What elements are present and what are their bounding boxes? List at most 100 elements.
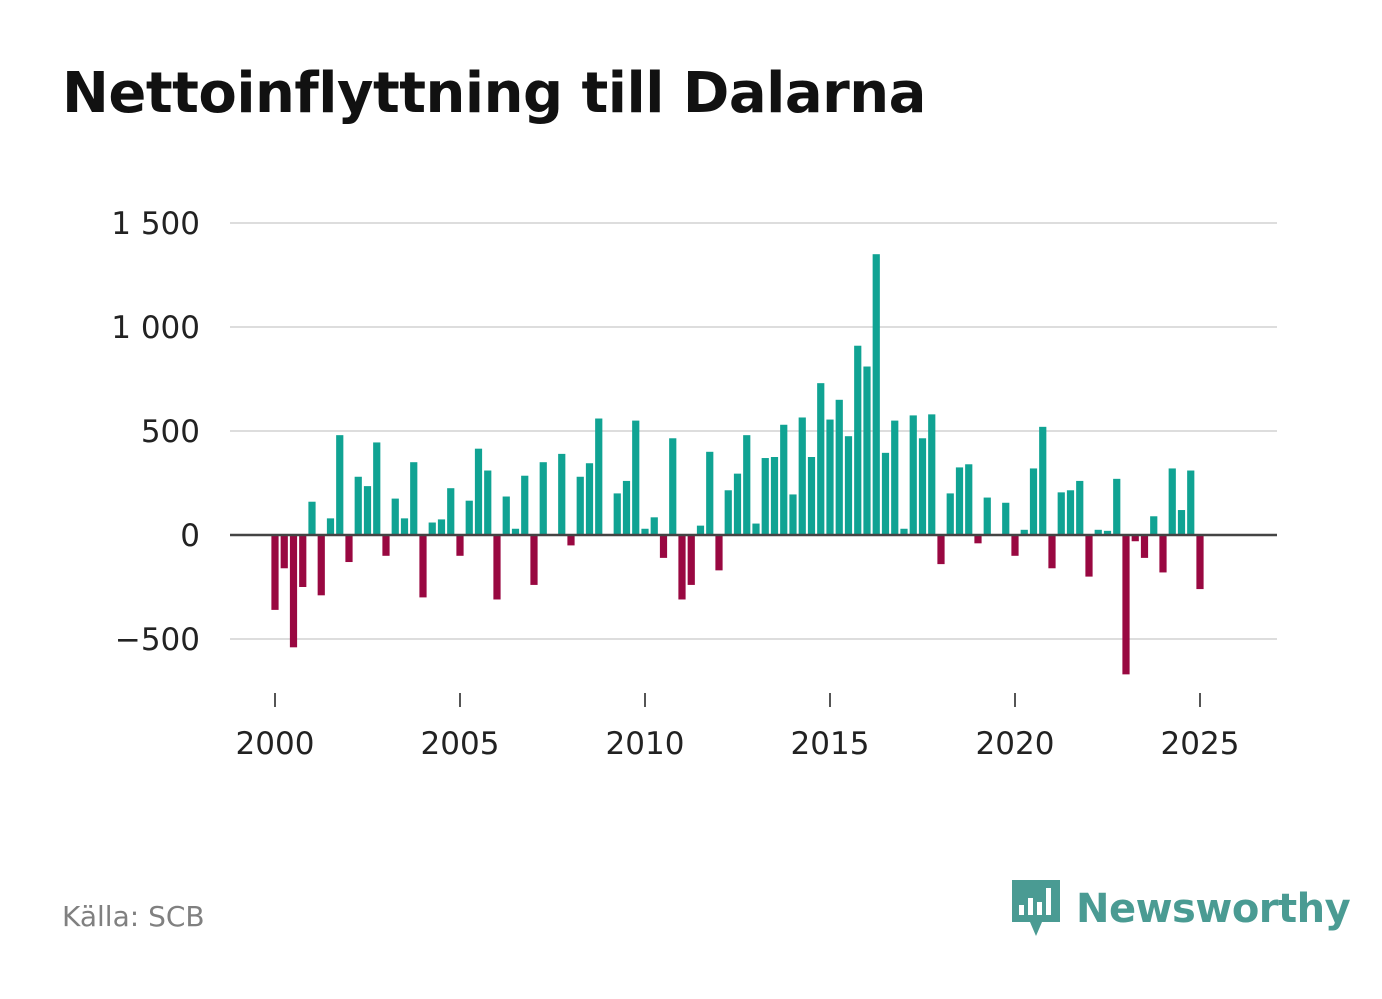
x-tick-label: 2005 bbox=[421, 726, 500, 762]
bar bbox=[678, 535, 686, 600]
bar bbox=[354, 476, 362, 535]
bar bbox=[1039, 426, 1047, 535]
bar bbox=[743, 435, 751, 535]
bar bbox=[807, 457, 816, 535]
bar bbox=[752, 523, 760, 535]
bar bbox=[280, 535, 288, 569]
bar bbox=[909, 415, 917, 535]
bar bbox=[373, 442, 381, 535]
bar bbox=[613, 493, 621, 535]
y-tick-label: −500 bbox=[115, 622, 200, 658]
bar bbox=[983, 497, 991, 535]
bar bbox=[1159, 535, 1167, 573]
bar bbox=[1029, 468, 1038, 535]
bar bbox=[817, 383, 825, 535]
bar bbox=[447, 488, 455, 535]
bar bbox=[437, 519, 446, 535]
bar bbox=[1002, 502, 1010, 535]
y-tick-label: 1 500 bbox=[111, 206, 200, 242]
bar bbox=[585, 463, 594, 535]
bar bbox=[780, 424, 788, 535]
bar bbox=[826, 419, 834, 535]
bar bbox=[456, 535, 464, 556]
bar bbox=[965, 464, 973, 535]
bar bbox=[521, 475, 529, 535]
bar bbox=[345, 535, 353, 563]
bar bbox=[1020, 529, 1028, 535]
y-tick-label: 1 000 bbox=[111, 310, 200, 346]
bar bbox=[632, 420, 640, 535]
bar bbox=[724, 490, 732, 535]
bar bbox=[928, 414, 936, 535]
bar bbox=[410, 462, 418, 535]
bar bbox=[428, 522, 436, 535]
bar bbox=[1011, 535, 1019, 556]
bar bbox=[872, 254, 880, 535]
bar bbox=[474, 448, 483, 535]
bar bbox=[937, 535, 945, 565]
bar bbox=[289, 535, 298, 648]
bar bbox=[789, 494, 797, 535]
bar bbox=[974, 535, 982, 544]
bar bbox=[900, 528, 908, 535]
bar bbox=[1085, 535, 1093, 577]
y-tick-label: 0 bbox=[180, 518, 200, 554]
bar bbox=[271, 535, 279, 610]
bar bbox=[687, 535, 695, 585]
bar bbox=[493, 535, 501, 600]
bar bbox=[1168, 468, 1176, 535]
bar bbox=[1187, 470, 1195, 535]
bar bbox=[1113, 478, 1121, 535]
bar bbox=[558, 453, 566, 535]
bar-chart-speech-bubble-icon bbox=[1012, 880, 1060, 936]
bar bbox=[530, 535, 538, 585]
brand-name: Newsworthy bbox=[1076, 886, 1351, 932]
bar bbox=[946, 493, 954, 535]
bar bbox=[863, 366, 871, 535]
bar bbox=[539, 462, 547, 535]
bar bbox=[835, 399, 843, 535]
bar bbox=[1057, 492, 1065, 535]
bar bbox=[595, 418, 603, 535]
brand-logo: Newsworthy bbox=[1010, 878, 1351, 940]
bar bbox=[955, 467, 964, 535]
bar bbox=[733, 473, 742, 535]
bar bbox=[1066, 490, 1075, 535]
bar bbox=[706, 451, 714, 535]
bar bbox=[650, 517, 658, 535]
x-tick-label: 2025 bbox=[1161, 726, 1240, 762]
bar bbox=[1140, 535, 1149, 558]
x-tick-label: 2015 bbox=[791, 726, 870, 762]
y-tick-label: 500 bbox=[141, 414, 200, 450]
bar bbox=[798, 417, 806, 535]
bar bbox=[308, 501, 316, 535]
bar bbox=[1122, 535, 1130, 675]
bar bbox=[299, 535, 307, 587]
bar bbox=[511, 528, 520, 535]
bar bbox=[317, 535, 325, 596]
bar bbox=[391, 498, 399, 535]
bar bbox=[484, 470, 492, 535]
axes: 1 500 1 000 500 0 −500 2000 2005 2010 2015 2020 20… bbox=[111, 206, 1277, 762]
bar bbox=[400, 518, 409, 535]
bar bbox=[918, 438, 927, 535]
bar bbox=[1048, 535, 1056, 569]
bar bbox=[696, 525, 705, 535]
bar bbox=[502, 496, 510, 535]
bar bbox=[1177, 510, 1186, 535]
bar bbox=[419, 535, 427, 598]
bar bbox=[715, 535, 723, 571]
bar bbox=[881, 452, 890, 535]
bar bbox=[567, 535, 575, 546]
x-tick-label: 2020 bbox=[976, 726, 1055, 762]
bar bbox=[1094, 529, 1102, 535]
bar bbox=[1131, 535, 1139, 542]
bar bbox=[576, 476, 584, 535]
bar bbox=[1103, 530, 1112, 535]
source-note: Källa: SCB bbox=[62, 900, 205, 933]
bar bbox=[465, 500, 473, 535]
bar bbox=[761, 458, 769, 535]
bar bbox=[363, 486, 372, 535]
bar bbox=[336, 435, 344, 535]
